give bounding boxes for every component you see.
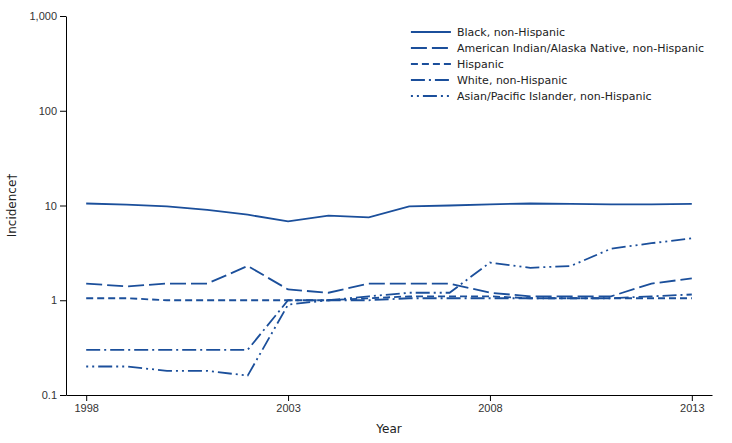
legend-item: Asian/Pacific Islander, non-Hispanic [411, 90, 652, 103]
lines [86, 203, 692, 375]
legend: Black, non-Hispanic American Indian/Alask… [411, 26, 704, 103]
plot: 1998 2003 2008 2013 0.1 1 10 100 1,000 Black, non… [29, 10, 712, 414]
tick: 10 [45, 200, 66, 212]
legend-swatch [411, 31, 451, 33]
tick-mark [60, 206, 66, 207]
x-axis-title: Year [375, 422, 401, 436]
legend-item: Hispanic [411, 58, 504, 71]
tick-label: 1 [51, 294, 57, 306]
legend-swatch [411, 63, 451, 65]
tick-mark [60, 300, 66, 301]
tick: 2008 [478, 395, 502, 414]
tick-label: 1,000 [29, 10, 57, 22]
tick-mark [692, 395, 693, 401]
legend-label: Asian/Pacific Islander, non-Hispanic [457, 90, 652, 103]
legend-item: Black, non-Hispanic [411, 26, 565, 39]
tick: 2013 [680, 395, 704, 414]
tick: 1998 [74, 395, 98, 414]
tick-label: 2003 [276, 402, 300, 414]
tick-mark [60, 16, 66, 17]
tick-mark [490, 395, 491, 401]
tick-label: 1998 [74, 402, 98, 414]
tick-label: 10 [45, 200, 57, 212]
y-axis-title: Incidence† [5, 174, 19, 238]
legend-item: White, non-Hispanic [411, 74, 567, 87]
tick: 0.1 [42, 389, 66, 401]
tick-label: 0.1 [42, 389, 57, 401]
legend-item: American Indian/Alaska Native, non-Hispa… [411, 42, 704, 55]
axis-line [67, 395, 713, 396]
tick: 1 [51, 294, 66, 306]
tick-mark [60, 395, 66, 396]
legend-label: Black, non-Hispanic [457, 26, 565, 39]
tick-label: 2008 [478, 402, 502, 414]
series-line [86, 294, 692, 349]
legend-label: White, non-Hispanic [457, 74, 567, 87]
legend-swatch [411, 79, 451, 81]
legend-label: Hispanic [457, 58, 504, 71]
y-axis: 0.1 1 10 100 1,000 [29, 10, 66, 401]
axis-line [66, 17, 67, 396]
tick-mark [60, 111, 66, 112]
legend-swatch [411, 95, 451, 97]
tick: 100 [39, 105, 66, 117]
series-line [86, 203, 692, 221]
tick-mark [86, 395, 87, 401]
x-axis: 1998 2003 2008 2013 [67, 395, 713, 414]
chart: 1998 2003 2008 2013 0.1 1 10 100 1,000 Black, non… [0, 0, 732, 443]
legend-swatch [411, 47, 451, 49]
legend-label: American Indian/Alaska Native, non-Hispa… [457, 42, 704, 55]
series-line [86, 266, 692, 296]
tick: 1,000 [29, 10, 66, 22]
tick: 2003 [276, 395, 300, 414]
tick-mark [288, 395, 289, 401]
series-line [86, 238, 692, 375]
tick-label: 100 [39, 105, 57, 117]
tick-label: 2013 [680, 402, 704, 414]
